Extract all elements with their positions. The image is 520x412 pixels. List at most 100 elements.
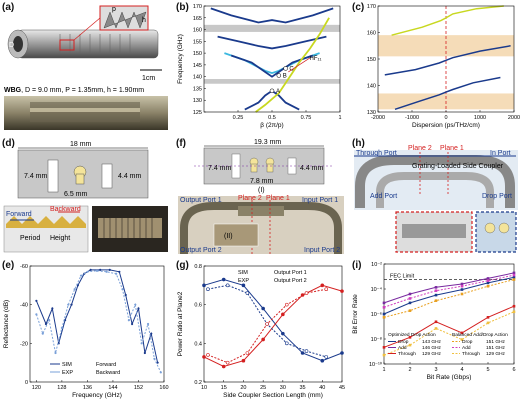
ber-curve [383, 305, 515, 348]
x-tick-label: 40 [319, 385, 325, 391]
panel-g: (g) 10 15 20 25 30 35 40 45 0.2 0.4 0.6 0.8 Side Cou… [174, 258, 348, 407]
left-height-dim: 7.4 mm [24, 173, 48, 180]
panel-b: (b) 0.25 0.5 0.75 1 125 130 135 140 145 150 155 160… [174, 0, 348, 132]
ber-point [408, 301, 412, 305]
wbg-caption: WBG, D = 9.0 mm, P = 1.35mm, h = 1.90mm [4, 87, 144, 94]
output-port-2-label: Output Port 2 [180, 247, 222, 254]
y-axis-label: Bit Error Rate [352, 294, 359, 334]
in-port-label: In Port [490, 150, 511, 157]
coupler-label: Grating-Loaded Side Coupler [412, 163, 504, 170]
y-tick-label: 125 [193, 110, 202, 116]
panel-a: (a) [0, 0, 172, 132]
f-left-height-dim: 7.4 mm [208, 165, 232, 172]
d-annotation: D [9, 42, 14, 49]
panel-g-label: (g) [176, 260, 189, 271]
reflectance-curve [35, 269, 159, 363]
power-ratio-point [281, 312, 285, 317]
y-tick-label: 0.2 [194, 380, 202, 386]
x-tick-label: 120 [32, 385, 41, 391]
ber-point [512, 273, 516, 277]
drop-port-label: Drop Port [482, 193, 512, 200]
x-tick-label: 152 [134, 385, 143, 391]
legend-name: Add [398, 345, 407, 351]
ber-point [486, 321, 490, 325]
x-axis-label: Bit Rate (Gbps) [427, 374, 472, 381]
legend-name: Output Port 1 [274, 270, 307, 276]
ber-point [460, 282, 464, 286]
forward-label: Forward [6, 211, 32, 218]
dispersion-curve [217, 35, 327, 50]
reflectance-point [35, 299, 38, 302]
power-ratio-curve [203, 284, 343, 368]
hf11-annotation: HF₁₁ [309, 56, 321, 62]
reflectance-point [121, 288, 124, 291]
ber-point [382, 301, 386, 305]
corrugation-ridges [59, 34, 131, 54]
ber-point [512, 278, 516, 281]
panel-b-label: (b) [176, 2, 189, 13]
power-ratio-point [206, 287, 210, 292]
legend-name: Output Port 2 [274, 278, 307, 284]
power-ratio-point [225, 360, 230, 365]
h-plane-2: Plane 2 [408, 145, 432, 152]
legend-freq: 151 GHz [486, 345, 506, 351]
power-ratio-point [265, 322, 269, 326]
power-ratio-point [340, 289, 344, 293]
reflectance-point [54, 351, 57, 355]
reflectance-point [79, 274, 83, 277]
power-ratio-point [285, 302, 289, 307]
y-tick-label: 155 [193, 39, 202, 45]
y-tick-label: 10⁻² [371, 262, 382, 268]
legend-header: Optimized Drop Action [388, 332, 436, 338]
y-tick-label: 140 [193, 75, 202, 81]
x-tick-label: 0.5 [268, 115, 276, 121]
legend-name: Drop [398, 339, 409, 345]
power-ratio-point [261, 337, 265, 342]
ber-point [486, 281, 490, 285]
y-axis-label: Frequency (GHz) [177, 34, 184, 84]
reflectance-point [127, 319, 131, 322]
y-tick-label: -20 [20, 341, 28, 347]
power-ratio-point [281, 331, 285, 336]
inner-dim: 6.5 mm [64, 191, 88, 198]
reflectance-point [63, 319, 67, 322]
coupler-figure: 19.3 mm 7.4 mm 4.4 mm 7.8 mm (I) Output … [178, 139, 344, 254]
ber-point [486, 277, 490, 280]
legend-freq: 129 GHz [422, 351, 442, 357]
x-axis-label: Dispersion (ps/THz/cm) [412, 122, 480, 129]
legend-name: Through [398, 351, 416, 357]
dispersion-chart: -2000 -1000 0 1000 2000 130 140 150 160 170 Disper… [367, 4, 520, 129]
ber-point [486, 284, 490, 288]
legend-name: Add [462, 345, 471, 351]
y-tick-label: 165 [193, 16, 202, 22]
power-ratio-point [245, 291, 250, 295]
reflectance-point [35, 313, 38, 316]
legend-freq: 143 GHz [422, 339, 442, 345]
ber-point [460, 292, 464, 296]
dispersion-curve [210, 7, 334, 24]
y-axis-label: Reflectance (dB) [3, 300, 10, 348]
cross-section-inset [475, 211, 517, 253]
ber-point [434, 289, 438, 292]
legend-freq: 151 GHz [486, 339, 506, 345]
x-axis-label: Frequency (GHz) [72, 392, 122, 399]
cross-section-figure: 18 mm 7.4 mm 4.4 mm 6.5 mm Forward Backw… [3, 141, 168, 253]
dispersion-curve [224, 52, 320, 75]
y-tick-label: 10⁻⁴ [371, 286, 383, 293]
p-annotation: p [112, 6, 116, 13]
input-port-1-label: Input Port 1 [302, 197, 338, 204]
y-tick-label: 10⁻⁸ [371, 336, 382, 343]
width-dim: 18 mm [70, 141, 92, 148]
x-tick-label: 160 [159, 385, 168, 391]
ber-point [512, 271, 516, 275]
reflectance-point [51, 307, 54, 310]
x-tick-label: 5 [486, 367, 489, 373]
reflectance-point [156, 361, 159, 364]
backward-label: Backward [50, 206, 81, 213]
ber-point [382, 346, 386, 349]
x-tick-label: 15 [221, 385, 227, 391]
x-tick-label: 20 [240, 385, 246, 391]
reflectance-point [67, 303, 70, 306]
right-height-dim: 4.4 mm [118, 173, 142, 180]
reflectance-point [137, 307, 140, 310]
